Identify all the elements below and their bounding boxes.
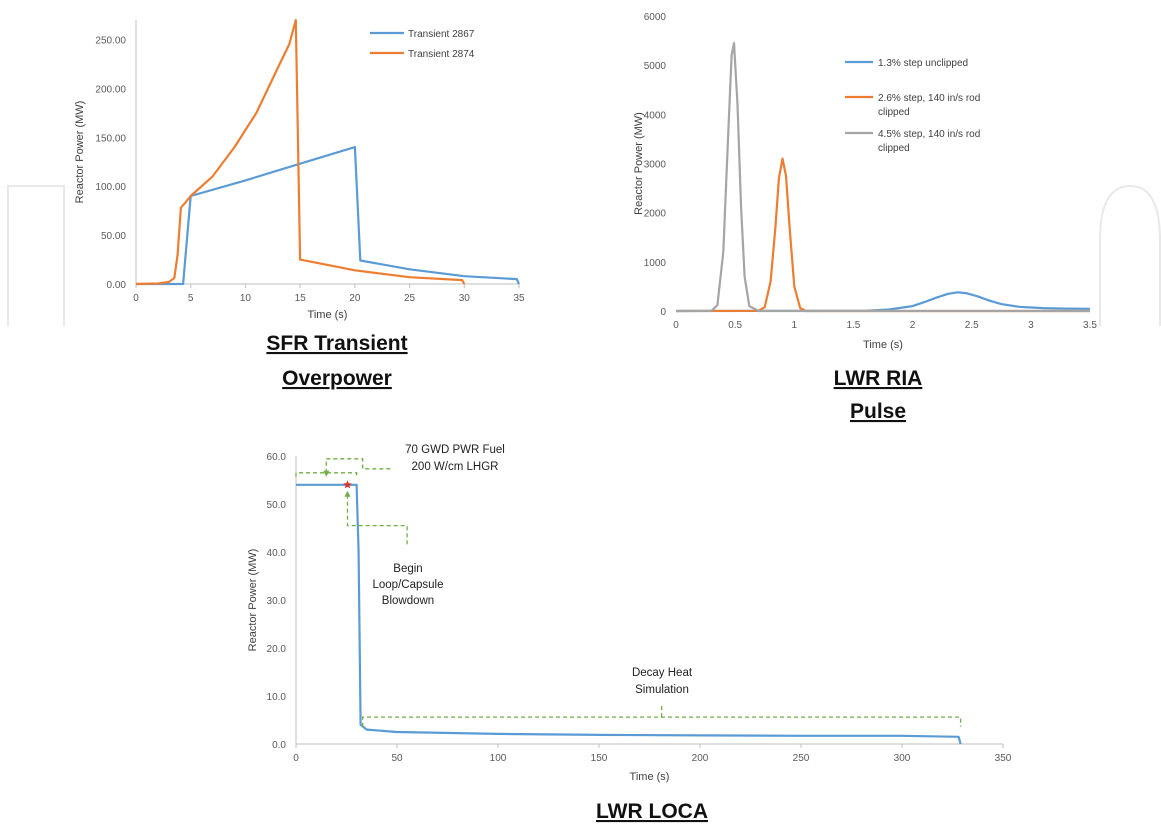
- ria-series-1-3-step-unclipped-line: [675, 291, 1091, 313]
- loca-x-tick-label: 300: [894, 753, 911, 764]
- caption-loca: LWR LOCA: [596, 800, 708, 823]
- loca-blowdown-annotation: Begin Loop/Capsule Blowdown: [373, 563, 444, 607]
- ria-x-tick-label: 1.5: [846, 320, 860, 331]
- loca-x-tick-label: 50: [391, 753, 403, 764]
- loca-x-axis-title: Time (s): [630, 771, 670, 783]
- sfr-x-tick-label: 5: [188, 293, 194, 304]
- loca-y-tick-label: 50.0: [267, 500, 287, 511]
- loca-blowdown-start-marker: [343, 480, 352, 489]
- chart-lwr-ria-pulse: 0 0.5 1 1.5 2 2.5 3 3.5 0 1000 2000 3000 4000 5000 600…: [633, 12, 1097, 351]
- sfr-legend-label: Transient 2874: [408, 49, 475, 60]
- loca-decay-bracket: [362, 716, 962, 727]
- loca-blowdown-annotation-line: Begin: [393, 563, 422, 575]
- ria-x-tick-label: 3: [1028, 320, 1034, 331]
- sfr-x-tick-label: 20: [349, 293, 361, 304]
- loca-fuel-annotation: 70 GWD PWR Fuel 200 W/cm LHGR: [405, 444, 505, 473]
- caption-sfr-line-1: SFR Transient: [266, 332, 407, 355]
- ria-legend-label-line: clipped: [878, 107, 910, 118]
- watermark-logo: [7, 184, 1161, 326]
- loca-fuel-annotation-line: 200 W/cm LHGR: [412, 461, 499, 473]
- loca-y-axis-title: Reactor Power (MW): [247, 549, 259, 652]
- loca-y-tick-label: 30.0: [267, 596, 287, 607]
- ria-legend-label-line: 2.6% step, 140 in/s rod: [878, 93, 980, 104]
- sfr-y-tick-label: 250.00: [95, 36, 126, 47]
- ria-y-tick-label: 6000: [644, 12, 667, 23]
- chart-lwr-loca: 0 50 100 150 200 250 300 350 0.0 10.0 20.0 30.0 40.0…: [247, 444, 1012, 783]
- caption-sfr-line-2: Overpower: [282, 367, 392, 390]
- chart-sfr-transient-overpower: 0 5 10 15 20 25 30 35 0.00 50.00 100.00 150.00 200.0…: [74, 18, 525, 321]
- sfr-x-tick-label: 25: [404, 293, 416, 304]
- ria-x-tick-label: 2: [910, 320, 916, 331]
- loca-decay-annotation: Decay Heat Simulation: [632, 667, 693, 696]
- loca-x-tick-label: 250: [793, 753, 810, 764]
- loca-blowdown-arrowhead: [344, 490, 351, 497]
- ria-legend-label: 1.3% step unclipped: [878, 58, 968, 69]
- sfr-y-tick-label: 0.00: [107, 280, 127, 291]
- loca-fuel-leader: [325, 458, 391, 473]
- watermark-left-shape: [7, 185, 65, 326]
- loca-fuel-bracket: [295, 472, 358, 477]
- ria-x-tick-label: 3.5: [1083, 320, 1097, 331]
- loca-blowdown-leader: [346, 494, 408, 548]
- loca-blowdown-annotation-line: Blowdown: [382, 595, 434, 607]
- caption-ria-line-1: LWR RIA: [834, 367, 923, 390]
- ria-y-tick-label: 5000: [644, 61, 667, 72]
- sfr-x-tick-label: 35: [513, 293, 525, 304]
- ria-x-tick-label: 0.5: [728, 320, 742, 331]
- ria-legend-label-line: clipped: [878, 143, 910, 154]
- loca-fuel-annotation-line: 70 GWD PWR Fuel: [405, 444, 505, 456]
- ria-series-2-6-step-140-in-s-rod-clipped-line: [675, 157, 1090, 313]
- loca-x-tick-label: 0: [293, 753, 299, 764]
- sfr-y-tick-label: 50.00: [101, 231, 126, 242]
- sfr-series-transient-2874-line: [135, 18, 466, 286]
- loca-decay-annotation-line: Simulation: [635, 684, 689, 696]
- sfr-y-tick-label: 150.00: [95, 133, 126, 144]
- ria-y-tick-label: 2000: [644, 209, 667, 220]
- loca-fuel-arrowhead: [323, 470, 330, 477]
- ria-x-axis-title: Time (s): [863, 339, 903, 351]
- sfr-series-transient-2867-line: [136, 146, 521, 286]
- sfr-x-axis-title: Time (s): [308, 309, 348, 321]
- sfr-legend-label: Transient 2867: [408, 29, 475, 40]
- watermark-right-arc: [1099, 184, 1161, 326]
- ria-legend-label-line: 4.5% step, 140 in/s rod: [878, 129, 980, 140]
- caption-ria-line-2: Pulse: [850, 400, 906, 423]
- loca-x-tick-label: 150: [591, 753, 608, 764]
- loca-y-tick-label: 0.0: [272, 740, 286, 751]
- ria-y-tick-label: 4000: [644, 110, 667, 121]
- loca-x-tick-label: 350: [995, 753, 1012, 764]
- loca-x-tick-label: 100: [490, 753, 507, 764]
- loca-y-tick-label: 10.0: [267, 692, 287, 703]
- sfr-x-tick-label: 15: [295, 293, 307, 304]
- ria-x-tick-label: 0: [673, 320, 679, 331]
- loca-y-tick-label: 60.0: [267, 452, 287, 463]
- ria-y-tick-label: 1000: [644, 258, 667, 269]
- sfr-x-tick-label: 10: [240, 293, 252, 304]
- loca-y-tick-label: 20.0: [267, 644, 287, 655]
- ria-legend-label: 2.6% step, 140 in/s rod clipped: [878, 93, 980, 118]
- loca-decay-annotation-line: Decay Heat: [632, 667, 693, 679]
- sfr-y-axis-title: Reactor Power (MW): [74, 101, 86, 204]
- loca-series-power-line: [296, 483, 962, 745]
- sfr-x-tick-label: 0: [133, 293, 139, 304]
- sfr-y-tick-label: 200.00: [95, 84, 126, 95]
- ria-x-tick-label: 2.5: [965, 320, 979, 331]
- loca-x-tick-label: 200: [692, 753, 709, 764]
- ria-legend-label-line: 1.3% step unclipped: [878, 58, 968, 69]
- sfr-x-tick-label: 30: [459, 293, 471, 304]
- ria-x-tick-label: 1: [792, 320, 798, 331]
- ria-y-tick-label: 3000: [644, 160, 667, 171]
- loca-blowdown-annotation-line: Loop/Capsule: [373, 579, 444, 591]
- ria-y-axis-title: Reactor Power (MW): [633, 112, 645, 215]
- ria-legend-label: 4.5% step, 140 in/s rod clipped: [878, 129, 980, 154]
- loca-y-tick-label: 40.0: [267, 548, 287, 559]
- ria-series-4-5-step-140-in-s-rod-clipped-line: [675, 41, 1090, 313]
- ria-y-tick-label: 0: [660, 307, 666, 318]
- sfr-y-tick-label: 100.00: [95, 182, 126, 193]
